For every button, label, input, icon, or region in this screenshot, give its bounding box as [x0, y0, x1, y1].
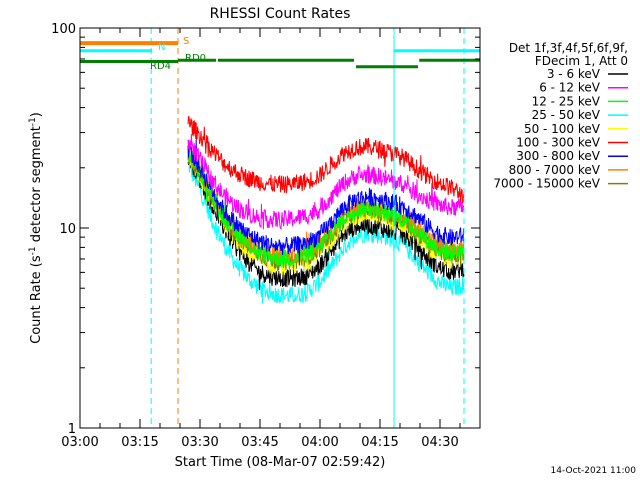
- y-tick-label: 1: [68, 422, 76, 437]
- x-tick-label: 04:30: [421, 435, 458, 450]
- x-axis-label: Start Time (08-Mar-07 02:59:42): [175, 455, 386, 470]
- series-line: [187, 150, 465, 271]
- series-line: [187, 145, 465, 267]
- plot-area: S N RD4 RD0 1 10 100 03:00 03:15 03:30 03:45 04:0…: [51, 22, 481, 450]
- legend-entry-label: 100 - 300 keV: [516, 136, 600, 150]
- legend-title-line-1: Det 1f,3f,4f,5f,6f,9f,: [509, 41, 628, 55]
- series-line: [187, 134, 465, 230]
- x-tick-label: 03:30: [181, 435, 218, 450]
- state-label-s: S: [183, 36, 189, 47]
- x-tick-label: 04:15: [361, 435, 398, 450]
- legend-entry-label: 50 - 100 keV: [524, 122, 601, 136]
- legend-entry-label: 6 - 12 keV: [539, 81, 601, 95]
- y-tick-label: 100: [51, 22, 76, 37]
- y-tick-label: 10: [59, 222, 76, 237]
- legend-entry-label: 12 - 25 keV: [532, 94, 601, 108]
- state-label-n: N: [158, 42, 165, 53]
- state-label-rd4: RD4: [150, 61, 171, 72]
- state-label-rd0: RD0: [185, 53, 206, 64]
- legend-entry-label: 300 - 800 keV: [516, 149, 600, 163]
- attenuator-state-bars: S N RD4 RD0: [80, 36, 480, 72]
- x-tick-label: 03:00: [61, 435, 98, 450]
- legend-entry-label: 800 - 7000 keV: [509, 163, 601, 177]
- series-line: [187, 139, 465, 266]
- x-tick-label: 03:15: [121, 435, 158, 450]
- legend-entry-label: 7000 - 15000 keV: [493, 177, 600, 191]
- x-axis-ticks: 03:00 03:15 03:30 03:45 04:00 04:15 04:30: [61, 28, 481, 450]
- series-layer: [187, 116, 465, 304]
- x-tick-label: 03:45: [241, 435, 278, 450]
- legend-entry-label: 25 - 50 keV: [532, 108, 601, 122]
- series-line: [187, 160, 465, 304]
- series-line: [187, 116, 465, 204]
- y-axis-label: Count Rate (s-1 detector segment-1): [28, 112, 44, 344]
- generation-timestamp: 14-Oct-2021 11:00: [551, 466, 637, 476]
- chart-title: RHESSI Count Rates: [210, 6, 351, 22]
- x-tick-label: 04:00: [301, 435, 338, 450]
- legend: Det 1f,3f,4f,5f,6f,9f, FDecim 1, Att 0 3…: [493, 41, 628, 191]
- legend-entry-label: 3 - 6 keV: [547, 67, 601, 81]
- y-axis-ticks: 1 10 100: [51, 22, 480, 437]
- legend-title-line-2: FDecim 1, Att 0: [535, 54, 628, 68]
